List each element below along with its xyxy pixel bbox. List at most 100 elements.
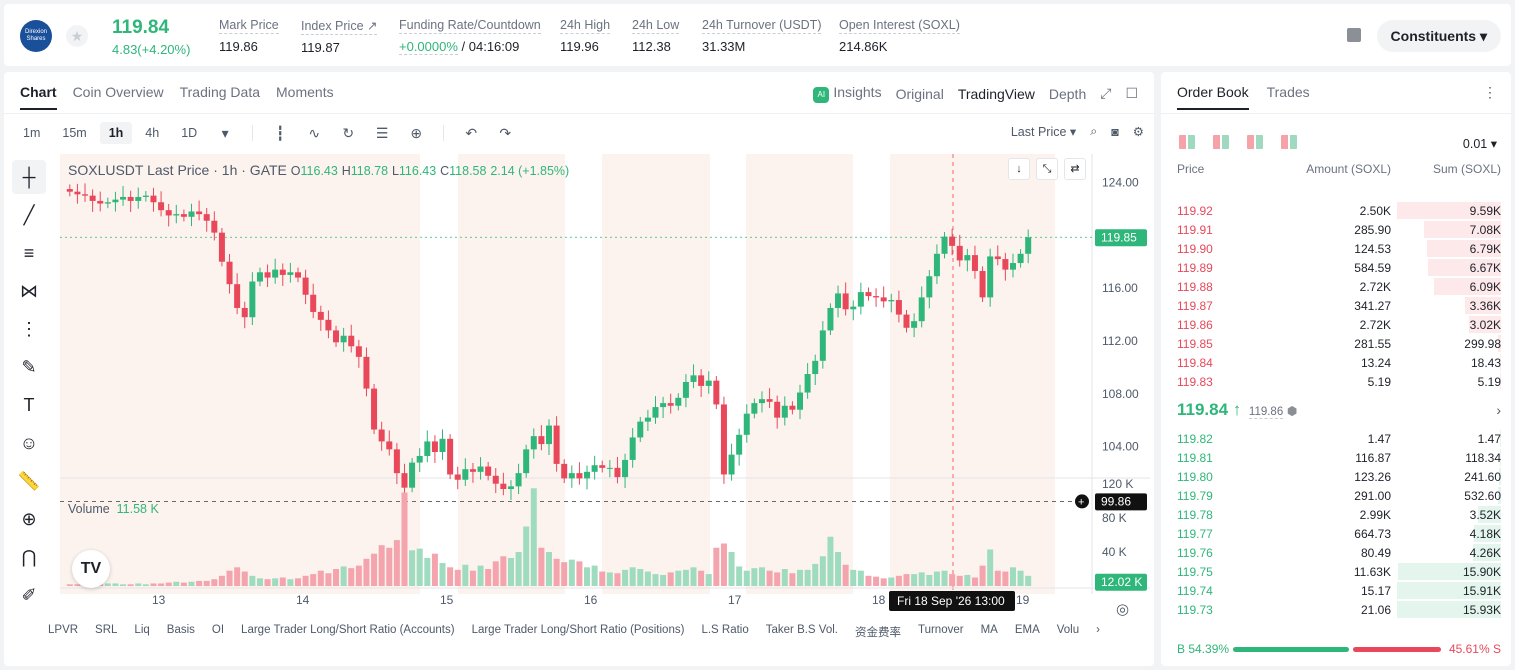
ask-row[interactable]: 119.91 285.90 7.08K [1161,220,1511,239]
indicator-3[interactable]: Basis [166,624,195,636]
bid-row[interactable]: 119.80 123.26 241.60 [1161,467,1511,486]
indicator-4[interactable]: OI [211,624,225,636]
price-source-dropdown[interactable]: Last Price ▾ [1010,125,1077,139]
ruler-icon[interactable]: 📏 [17,470,41,491]
ask-row[interactable]: 119.84 13.24 18.43 [1161,353,1511,372]
ask-row[interactable]: 119.88 2.72K 6.09K [1161,277,1511,296]
indicators-icon[interactable]: ∿ [308,124,321,141]
tab-original[interactable]: Original [895,85,944,102]
ask-row[interactable]: 119.85 281.55 299.98 [1161,334,1511,353]
bid-row[interactable]: 119.81 116.87 118.34 [1161,448,1511,467]
text-icon[interactable]: T [23,394,35,415]
tradingview-logo[interactable]: TV [72,550,110,588]
indicator-6[interactable]: Large Trader Long/Short Ratio (Positions… [471,624,685,636]
volume-bar [606,572,613,586]
zoom-in-icon[interactable]: ⊕ [21,508,37,529]
settings-gear-icon[interactable]: ⚙ [1132,125,1144,139]
chart-settings-icon[interactable]: ◎ [1116,601,1130,618]
timeframe-15m[interactable]: 15m [62,126,87,140]
bid-row[interactable]: 119.75 11.63K 15.90K [1161,562,1511,581]
candle-body [690,375,697,382]
tab-trades[interactable]: Trades [1266,84,1310,100]
ask-row[interactable]: 119.89 584.59 6.67K [1161,258,1511,277]
collapse-icon[interactable]: ⤡ [1036,158,1058,180]
indicator-1[interactable]: SRL [95,624,118,636]
insights-button[interactable]: AI Insights [813,84,882,103]
camera-icon[interactable]: ◙ [1111,124,1119,139]
indicator-0[interactable]: LPVR [48,624,79,636]
timeframe-1h[interactable]: 1h [99,122,133,144]
horizontal-lines-icon[interactable]: ≡ [23,242,35,263]
tab-trading-data[interactable]: Trading Data [179,84,261,100]
bid-row[interactable]: 119.79 291.00 532.60 [1161,486,1511,505]
templates-icon[interactable]: ☰ [375,124,389,141]
scroll-down-icon[interactable]: ↓ [1008,158,1030,180]
indicator-10[interactable]: Turnover [917,624,964,636]
ask-row[interactable]: 119.92 2.50K 9.59K [1161,201,1511,220]
search-icon[interactable]: ⌕ [1090,124,1098,138]
redo-icon[interactable]: ↷ [499,124,512,141]
ask-row[interactable]: 119.83 5.19 5.19 [1161,372,1511,391]
volume-bar [591,565,598,586]
bid-row[interactable]: 119.78 2.99K 3.52K [1161,505,1511,524]
indicator-12[interactable]: EMA [1014,624,1040,636]
add-alert-icon[interactable]: ⊕ [410,124,423,141]
indicator-5[interactable]: Large Trader Long/Short Ratio (Accounts) [241,624,455,636]
ask-row[interactable]: 119.86 2.72K 3.02K [1161,315,1511,334]
crosshair-icon[interactable]: ┼ [12,160,46,194]
indicator-11[interactable]: MA [980,624,998,636]
favorite-star-icon[interactable]: ★ [66,25,88,47]
timeframe-4h[interactable]: 4h [145,126,160,140]
emoji-icon[interactable]: ☺ [19,432,39,453]
bid-row[interactable]: 119.77 664.73 4.18K [1161,524,1511,543]
index-price-stat[interactable]: Index Price ↗ 119.87 [301,19,378,55]
fib-icon[interactable]: ⋮ [20,318,38,339]
layout-compact-icon[interactable] [1281,135,1297,149]
document-icon[interactable] [1347,28,1361,42]
info-icon[interactable]: ⬢ [1286,404,1298,418]
pencil-icon[interactable]: ✐ [21,584,37,605]
chevron-right-icon[interactable]: › [1496,402,1501,418]
fullscreen-icon[interactable]: ⇄ [1064,158,1086,180]
depth-bar [1497,487,1501,504]
layout-bids-icon[interactable] [1247,135,1263,149]
undo-icon[interactable]: ↶ [465,124,478,141]
tab-moments[interactable]: Moments [276,84,334,100]
layout-both-icon[interactable] [1179,135,1195,149]
bid-row[interactable]: 119.82 1.47 1.47 [1161,429,1511,448]
brush-icon[interactable]: ✎ [21,356,37,377]
ask-row[interactable]: 119.87 341.27 3.36K [1161,296,1511,315]
bid-row[interactable]: 119.73 21.06 15.93K [1161,600,1511,619]
tab-coin-overview[interactable]: Coin Overview [72,84,164,100]
indicator-2[interactable]: Liq [134,624,150,636]
candle-body [89,195,96,201]
chevron-right-icon[interactable]: › [1096,624,1100,636]
more-icon[interactable]: ⋮ [1483,84,1497,100]
timeframe-1m[interactable]: 1m [23,126,41,140]
tab-chart[interactable]: Chart [20,84,57,110]
candle-type-icon[interactable]: ┇ [275,124,285,141]
timeframe-1d[interactable]: 1D [181,126,198,140]
indicator-8[interactable]: Taker B.S Vol. [765,624,838,636]
replay-icon[interactable]: ↻ [342,124,355,141]
bid-row[interactable]: 119.76 80.49 4.26K [1161,543,1511,562]
layout-asks-icon[interactable] [1213,135,1229,149]
candle-body [713,380,720,405]
precision-dropdown[interactable]: 0.01 ▾ [1462,137,1497,151]
indicator-13[interactable]: Volu [1056,624,1080,636]
tab-depth[interactable]: Depth [1048,85,1087,102]
magnet-icon[interactable]: ⋂ [21,546,37,567]
expand-icon[interactable]: ⤢ [1100,85,1112,101]
timeframe-dropdown-icon[interactable]: ▾ [221,124,229,141]
ask-row[interactable]: 119.90 124.53 6.79K [1161,239,1511,258]
tab-order-book[interactable]: Order Book [1177,84,1249,110]
bid-row[interactable]: 119.74 15.17 15.91K [1161,581,1511,600]
window-icon[interactable]: ☐ [1125,85,1138,101]
constituents-dropdown[interactable]: Constituents ▾ [1376,20,1501,52]
candlestick-chart[interactable]: 124.00120.00116.00112.00108.00104.00120 … [60,154,1150,614]
indicator-7[interactable]: L.S Ratio [701,624,749,636]
trendline-icon[interactable]: ╱ [23,204,35,225]
tab-tradingview[interactable]: TradingView [957,85,1035,102]
indicator-9[interactable]: 资金费率 [854,627,901,639]
pattern-icon[interactable]: ⋈ [20,280,38,301]
